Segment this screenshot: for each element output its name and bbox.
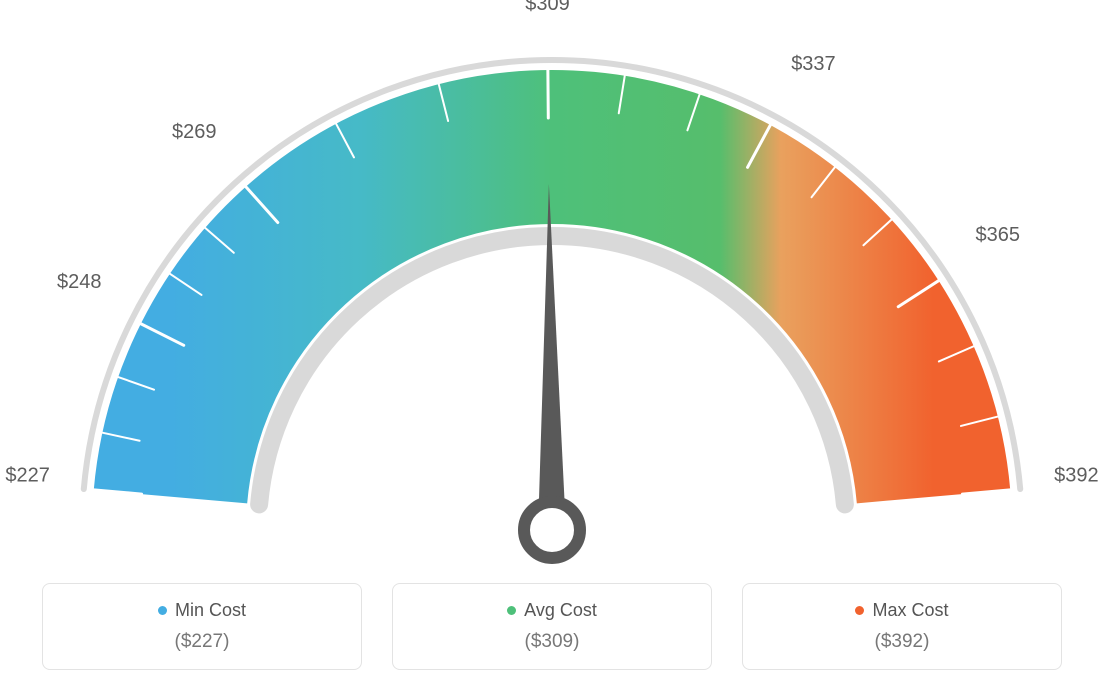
gauge-container: $227 $248 $269 $309 $337 $365 $392 [0, 0, 1104, 560]
legend-value: ($309) [403, 631, 701, 653]
legend-title-max: Max Cost [855, 600, 948, 621]
gauge-tick-label: $309 [525, 0, 570, 16]
legend-card-avg: Avg Cost ($309) [392, 583, 712, 670]
legend-card-max: Max Cost ($392) [742, 583, 1062, 670]
legend-label: Max Cost [872, 600, 948, 621]
gauge-tick-label: $227 [5, 465, 50, 488]
legend-row: Min Cost ($227) Avg Cost ($309) Max Cost… [0, 583, 1104, 670]
gauge-tick-label: $392 [1054, 465, 1099, 488]
gauge-tick-label: $269 [172, 121, 217, 144]
legend-label: Min Cost [175, 600, 246, 621]
legend-value: ($227) [53, 631, 351, 653]
gauge-tick-label: $337 [791, 53, 836, 76]
dot-icon [855, 606, 864, 615]
legend-title-avg: Avg Cost [507, 600, 597, 621]
legend-label: Avg Cost [524, 600, 597, 621]
gauge-tick-label: $365 [976, 224, 1021, 247]
cost-gauge [0, 10, 1104, 570]
gauge-tick-label: $248 [57, 271, 102, 294]
dot-icon [158, 606, 167, 615]
legend-title-min: Min Cost [158, 600, 246, 621]
legend-value: ($392) [753, 631, 1051, 653]
legend-card-min: Min Cost ($227) [42, 583, 362, 670]
dot-icon [507, 606, 516, 615]
